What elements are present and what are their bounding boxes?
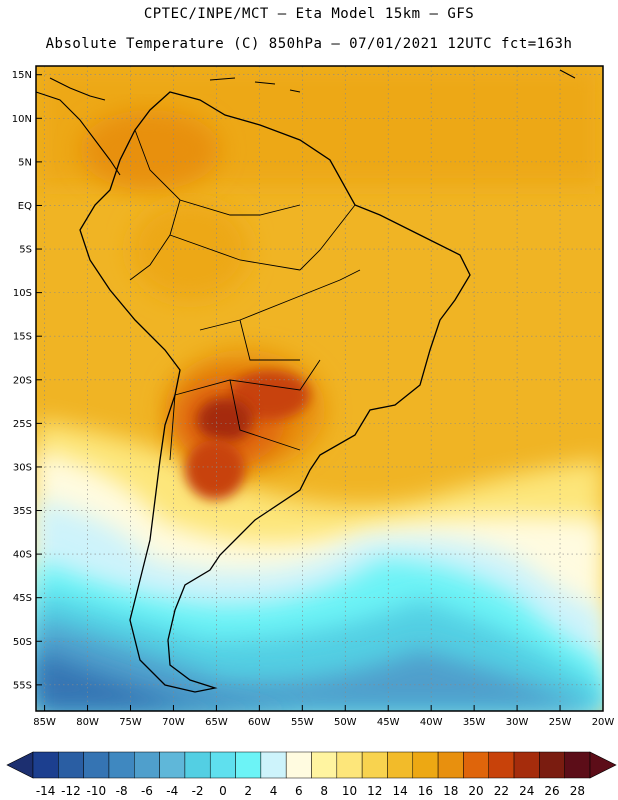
colorbar-tick-label: 4 — [270, 784, 278, 798]
colorbar-tick-label: 0 — [219, 784, 227, 798]
colorbar-tick-label: -4 — [166, 784, 178, 798]
colorbar-arrow-low — [6, 751, 34, 779]
colorbar-tick-label: 12 — [367, 784, 382, 798]
lon-label: 55W — [291, 717, 314, 728]
map-frame — [35, 65, 604, 712]
colorbar-tick-label: 8 — [320, 784, 328, 798]
caribbean-islands — [209, 69, 576, 93]
colorbar-swatch — [58, 751, 84, 779]
longitude-axis: 85W 80W 75W 70W 65W 60W 55W 50W 45W 40W 35W 30W 25W 2… — [33, 705, 614, 728]
lon-label: 70W — [162, 717, 185, 728]
colorbar-tick-label: -14 — [36, 784, 56, 798]
lat-label: 15S — [13, 332, 32, 343]
colorbar: -14 -12 -10 -8 -6 -4 -2 0 2 4 6 8 10 12 14 16 18 20 22 24 26… — [6, 751, 617, 798]
lat-label: 5S — [19, 245, 32, 256]
colorbar-swatch — [488, 751, 515, 779]
colorbar-swatch — [260, 751, 287, 779]
colorbar-tick-label: 14 — [392, 784, 407, 798]
lon-label: 30W — [506, 717, 529, 728]
colorbar-swatch — [108, 751, 135, 779]
continent-outline — [79, 91, 471, 693]
lon-label: 25W — [549, 717, 572, 728]
colorbar-swatch — [387, 751, 414, 779]
colorbar-tick-label: 16 — [418, 784, 433, 798]
colorbar-swatch — [361, 751, 388, 779]
lat-label: 25S — [13, 419, 32, 430]
colorbar-tick-label: 22 — [494, 784, 509, 798]
lat-label: 35S — [13, 506, 32, 517]
lat-label: 40S — [13, 550, 32, 561]
colorbar-swatch — [184, 751, 211, 779]
lon-label: 80W — [76, 717, 99, 728]
lon-label: 50W — [334, 717, 357, 728]
temperature-field — [36, 66, 603, 711]
latitude-axis: 15N 10N 5N EQ 5S 10S 15S 20S 25S 30S 35S 40S 45S 50S 5… — [12, 70, 42, 691]
colorbar-tick-label: 26 — [544, 784, 559, 798]
lon-label: 35W — [463, 717, 486, 728]
colorbar-tick-label: 2 — [244, 784, 252, 798]
lon-label: 20W — [592, 717, 615, 728]
colorbar-swatch — [134, 751, 160, 779]
lon-label: 40W — [420, 717, 443, 728]
colorbar-swatch — [412, 751, 439, 779]
colorbar-swatch — [311, 751, 338, 779]
map-title-line1: CPTEC/INPE/MCT – Eta Model 15km – GFS — [143, 6, 475, 22]
lat-label: 10N — [12, 114, 32, 125]
lat-label: 55S — [13, 680, 32, 691]
lat-label: 15N — [12, 70, 32, 81]
colorbar-swatch — [539, 751, 565, 779]
colorbar-tick-label: 24 — [519, 784, 534, 798]
colorbar-arrow-high — [589, 751, 617, 779]
colorbar-tick-label: 6 — [295, 784, 303, 798]
colorbar-swatch — [437, 751, 464, 779]
lat-label: 30S — [13, 462, 32, 473]
grid-lines — [36, 66, 604, 711]
lat-label: 10S — [13, 288, 32, 299]
colorbar-tick-label: 20 — [468, 784, 483, 798]
colorbar-tick-label: -8 — [116, 784, 128, 798]
lon-label: 75W — [119, 717, 142, 728]
colorbar-swatch — [32, 751, 59, 779]
lat-label: 50S — [13, 637, 32, 648]
colorbar-swatch — [83, 751, 110, 779]
country-borders — [129, 129, 361, 461]
lon-label: 65W — [205, 717, 228, 728]
colorbar-tick-label: -10 — [86, 784, 106, 798]
lat-label: 45S — [13, 593, 32, 604]
lon-label: 45W — [377, 717, 400, 728]
colorbar-swatch — [235, 751, 262, 779]
colorbar-tick-label: -12 — [61, 784, 81, 798]
colorbar-tick-label: 28 — [570, 784, 585, 798]
lon-label: 60W — [248, 717, 271, 728]
colorbar-swatch — [285, 751, 312, 779]
map-title-line2: Absolute Temperature (C) 850hPa – 07/01/… — [45, 36, 573, 52]
colorbar-swatch — [336, 751, 363, 779]
central-america-outline — [35, 77, 121, 176]
lon-label: 85W — [33, 717, 56, 728]
colorbar-swatch — [209, 751, 236, 779]
colorbar-tick-label: -6 — [141, 784, 153, 798]
colorbar-swatch — [564, 751, 591, 779]
lat-label: 5N — [18, 157, 32, 168]
lat-label: 20S — [13, 375, 32, 386]
colorbar-tick-label: 10 — [342, 784, 357, 798]
colorbar-swatch — [463, 751, 489, 779]
colorbar-tick-label: -2 — [192, 784, 204, 798]
lat-label: EQ — [18, 201, 32, 212]
colorbar-tick-label: 18 — [443, 784, 458, 798]
colorbar-swatch — [159, 751, 186, 779]
colorbar-swatch — [513, 751, 540, 779]
